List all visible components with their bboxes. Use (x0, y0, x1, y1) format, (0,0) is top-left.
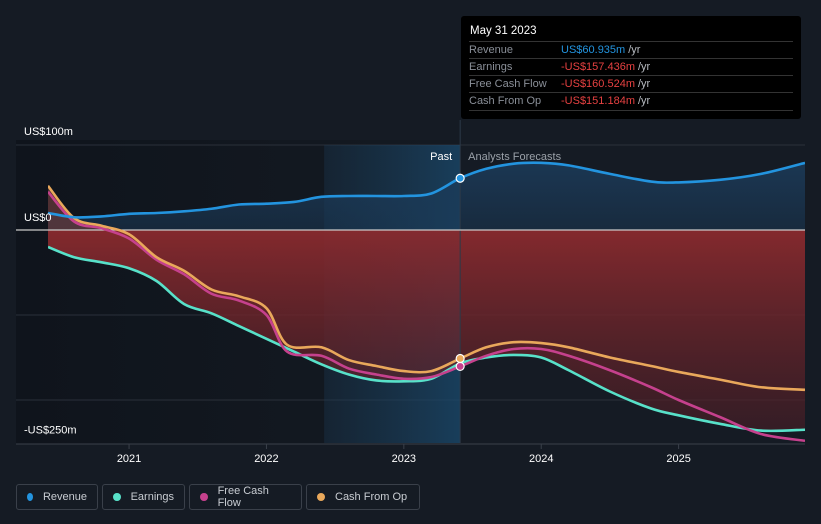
tooltip-value: -US$151.184m (561, 95, 635, 107)
legend-item-cash-from-op[interactable]: Cash From Op (306, 484, 420, 510)
legend-dot-icon (27, 493, 33, 501)
free-cash-flow-line (48, 190, 805, 443)
cash-from-op-line (48, 184, 805, 392)
cashflow-positive-area (48, 185, 102, 230)
y-axis-label: US$0 (24, 212, 52, 224)
tooltip-unit: /yr (628, 44, 641, 56)
legend-dot-icon (317, 493, 325, 501)
tooltip-label: Free Cash Flow (469, 78, 547, 90)
tooltip-row-cash-from-op: Cash From Op -US$151.184m/yr (469, 92, 793, 111)
negative-area (48, 230, 805, 431)
legend-dot-icon (113, 493, 121, 501)
x-tick-label: 2021 (117, 453, 141, 465)
past-label: Past (430, 151, 452, 163)
revenue-line (48, 161, 805, 219)
tooltip-value: US$60.935m (561, 44, 626, 56)
tooltip-row-revenue: Revenue US$60.935m/yr (469, 41, 793, 59)
forecast-label: Analysts Forecasts (468, 151, 561, 163)
tooltip-label: Earnings (469, 61, 513, 73)
x-tick-label: 2023 (392, 453, 416, 465)
legend-item-earnings[interactable]: Earnings (102, 484, 185, 510)
legend-label: Free Cash Flow (217, 485, 269, 509)
tooltip-date: May 31 2023 (470, 25, 537, 37)
tooltip-row-free-cash-flow: Free Cash Flow -US$160.524m/yr (469, 75, 793, 93)
revenue-area (48, 162, 805, 230)
legend-label: Cash From Op (335, 491, 408, 503)
x-tick-label: 2022 (254, 453, 278, 465)
earnings-line (48, 245, 805, 433)
cash-from-op-marker (455, 353, 465, 364)
legend-dot-icon (200, 493, 208, 501)
tooltip-label: Cash From Op (469, 95, 542, 107)
free-cash-flow-marker (455, 361, 465, 372)
legend-label: Revenue (42, 491, 87, 503)
tooltip-value: -US$160.524m (561, 78, 635, 90)
revenue-marker (455, 173, 465, 183)
x-tick-label: 2024 (529, 453, 553, 465)
tooltip-value: -US$157.436m (561, 61, 635, 73)
x-tick-label: 2025 (666, 453, 690, 465)
y-axis-label: US$100m (24, 126, 73, 138)
tooltip-label: Revenue (469, 44, 514, 56)
tooltip: May 31 2023 Revenue US$60.935m/yr Earnin… (461, 16, 801, 119)
tooltip-unit: /yr (638, 78, 651, 90)
y-axis-label: -US$250m (24, 425, 77, 437)
tooltip-unit: /yr (638, 61, 651, 73)
legend-item-revenue[interactable]: Revenue (16, 484, 98, 510)
legend-item-free-cash-flow[interactable]: Free Cash Flow (189, 484, 302, 510)
legend-label: Earnings (130, 491, 174, 503)
tooltip-unit: /yr (638, 95, 651, 107)
tooltip-row-earnings: Earnings -US$157.436m/yr (469, 58, 793, 76)
